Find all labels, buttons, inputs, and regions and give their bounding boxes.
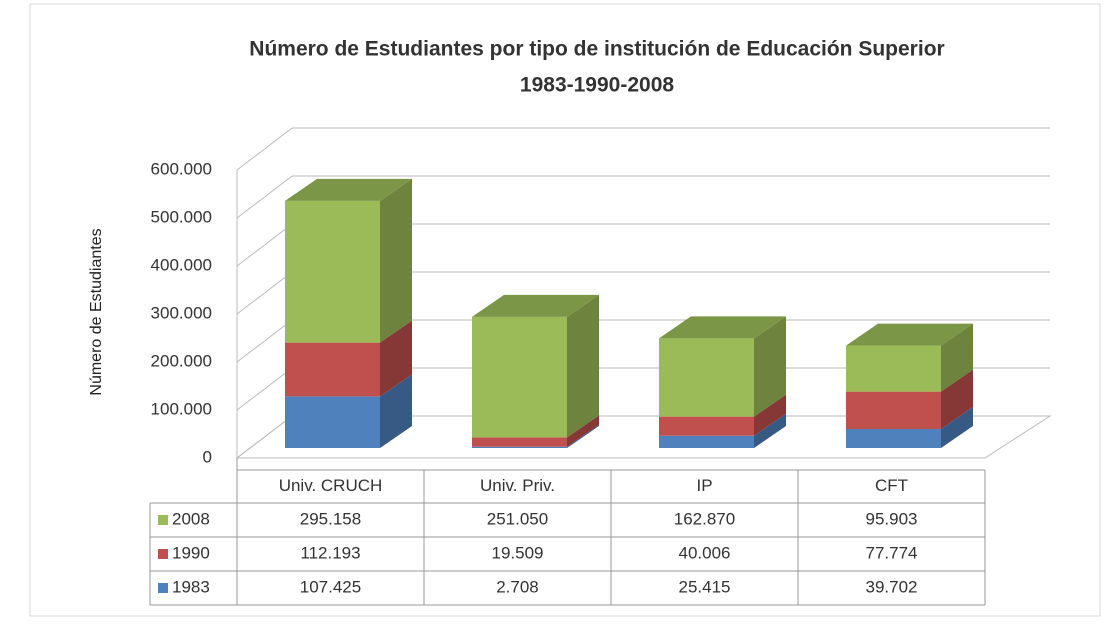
x-tick-label: Univ. CRUCH	[279, 476, 383, 495]
bar-side	[941, 369, 973, 429]
y-tick-label: 400.000	[151, 255, 212, 274]
y-tick-label: 100.000	[151, 399, 212, 418]
y-tick-label: 600.000	[151, 159, 212, 178]
table-value: 107.425	[300, 577, 361, 596]
bar-segment	[285, 374, 412, 448]
bar-front	[659, 435, 754, 448]
bar-side	[380, 178, 412, 343]
bar-front	[472, 446, 567, 448]
bar-segment	[659, 394, 786, 436]
table-value: 95.903	[866, 509, 918, 528]
bar-top	[472, 294, 599, 317]
table-value: 162.870	[674, 509, 735, 528]
bar-side	[941, 323, 973, 392]
bar-side	[941, 406, 973, 448]
bar-side	[754, 413, 786, 448]
bar-segment	[285, 320, 412, 397]
bar-front	[659, 338, 754, 417]
bar-side	[567, 424, 599, 448]
bar-segment	[472, 415, 599, 447]
table-value: 295.158	[300, 509, 361, 528]
bar-segment	[846, 369, 973, 429]
bar-front	[846, 428, 941, 448]
legend-label: 1983	[172, 577, 210, 596]
bar-top	[659, 316, 786, 339]
bar-segment	[659, 413, 786, 448]
table-value: 112.193	[300, 543, 360, 562]
legend-swatch	[158, 515, 168, 525]
table-value: 25.415	[679, 577, 731, 596]
bar-front	[846, 345, 941, 392]
grid-line	[236, 223, 293, 267]
bar-segment	[846, 323, 973, 392]
table-value: 77.774	[866, 543, 918, 562]
table-value: 19.509	[492, 543, 544, 562]
table-value: 2.708	[496, 577, 539, 596]
y-tick-label: 200.000	[151, 351, 212, 370]
bar-front	[472, 316, 567, 438]
grid-line	[236, 175, 293, 219]
bar-side	[380, 374, 412, 448]
chart-title: Número de Estudiantes por tipo de instit…	[249, 38, 944, 61]
grid-line	[236, 367, 293, 411]
bar-side	[754, 316, 786, 417]
bar-top	[285, 178, 412, 201]
bar-front	[285, 396, 380, 448]
bar-front	[472, 437, 567, 447]
bar-segment	[659, 316, 786, 417]
bar-side	[380, 320, 412, 397]
bar-segment	[285, 178, 412, 343]
bar-front	[285, 342, 380, 397]
legend-swatch	[158, 583, 168, 593]
bar-side	[567, 294, 599, 438]
y-axis-label: Número de Estudiantes	[88, 228, 105, 395]
grid-line	[236, 415, 293, 459]
y-tick-label: 300.000	[151, 303, 212, 322]
grid-line	[236, 271, 293, 315]
bar-segment	[472, 424, 599, 448]
grid-line	[236, 319, 293, 363]
bar-front	[846, 391, 941, 429]
table-value: 251.050	[487, 509, 548, 528]
x-tick-label: CFT	[875, 476, 908, 495]
table-value: 39.702	[866, 577, 918, 596]
x-tick-label: IP	[696, 476, 712, 495]
bar-segment	[846, 406, 973, 448]
y-tick-label: 500.000	[151, 207, 212, 226]
bar-front	[659, 416, 754, 436]
table-value: 40.006	[679, 543, 731, 562]
legend-label: 1990	[172, 543, 210, 562]
bar-top	[846, 323, 973, 346]
y-tick-label: 0	[203, 447, 212, 466]
grid-line	[236, 127, 293, 171]
bar-side	[567, 415, 599, 447]
x-tick-label: Univ. Priv.	[480, 476, 555, 495]
legend-label: 2008	[172, 509, 210, 528]
bar-side	[754, 394, 786, 436]
legend-swatch	[158, 549, 168, 559]
bar-segment	[472, 294, 599, 438]
bar-front	[285, 200, 380, 343]
chart-subtitle: 1983-1990-2008	[520, 74, 674, 97]
